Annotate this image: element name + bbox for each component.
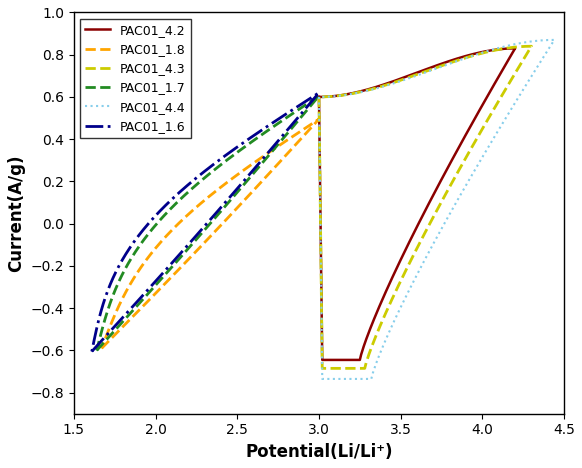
PAC01_1.7 xyxy=(172,260,179,266)
PAC01_1.8 xyxy=(295,139,302,144)
PAC01_1.6 xyxy=(190,177,197,183)
PAC01_4.2 xyxy=(315,94,322,100)
PAC01_1.6 xyxy=(88,349,95,354)
PAC01_1.8 xyxy=(98,345,105,351)
PAC01_1.8 xyxy=(205,194,212,199)
PAC01_1.6 xyxy=(315,90,322,95)
PAC01_4.3 xyxy=(500,90,507,95)
Legend: PAC01_4.2, PAC01_1.8, PAC01_4.3, PAC01_1.7, PAC01_4.4, PAC01_1.6: PAC01_4.2, PAC01_1.8, PAC01_4.3, PAC01_1… xyxy=(80,19,191,138)
PAC01_1.8 xyxy=(163,233,170,238)
Line: PAC01_4.2: PAC01_4.2 xyxy=(319,48,515,360)
Line: PAC01_1.7: PAC01_1.7 xyxy=(97,96,319,351)
PAC01_4.2 xyxy=(446,58,453,64)
PAC01_4.4 xyxy=(315,94,322,100)
PAC01_4.3 xyxy=(528,44,535,49)
PAC01_4.2 xyxy=(512,45,519,51)
PAC01_1.6 xyxy=(144,221,151,227)
PAC01_4.3 xyxy=(349,366,356,371)
PAC01_4.2 xyxy=(485,91,492,96)
PAC01_4.3 xyxy=(319,366,326,371)
PAC01_4.4 xyxy=(473,52,480,58)
PAC01_1.8 xyxy=(315,117,322,122)
PAC01_4.2 xyxy=(413,70,420,76)
Line: PAC01_4.3: PAC01_4.3 xyxy=(319,46,531,368)
PAC01_4.4 xyxy=(315,94,322,100)
PAC01_1.6 xyxy=(244,137,251,142)
PAC01_1.7 xyxy=(315,93,322,99)
PAC01_1.6 xyxy=(88,349,95,354)
PAC01_4.4 xyxy=(319,376,326,382)
PAC01_1.8 xyxy=(210,230,217,236)
Line: PAC01_1.8: PAC01_1.8 xyxy=(102,119,319,348)
PAC01_4.4 xyxy=(477,158,484,163)
PAC01_1.7 xyxy=(152,222,159,228)
PAC01_4.4 xyxy=(353,376,360,382)
PAC01_4.2 xyxy=(345,357,352,363)
PAC01_4.4 xyxy=(551,37,558,43)
Line: PAC01_1.6: PAC01_1.6 xyxy=(92,93,319,351)
PAC01_1.7 xyxy=(196,179,203,185)
PAC01_1.8 xyxy=(254,158,261,163)
PAC01_1.7 xyxy=(93,348,100,353)
PAC01_1.7 xyxy=(294,118,301,124)
PAC01_4.3 xyxy=(457,57,464,62)
PAC01_4.4 xyxy=(520,86,527,92)
PAC01_1.6 xyxy=(294,115,301,121)
PAC01_1.8 xyxy=(175,267,182,272)
PAC01_4.4 xyxy=(432,66,439,72)
X-axis label: Potential(Li/Li⁺): Potential(Li/Li⁺) xyxy=(245,443,393,461)
PAC01_4.3 xyxy=(419,70,426,75)
PAC01_4.4 xyxy=(431,66,438,72)
PAC01_1.7 xyxy=(93,348,100,353)
PAC01_1.7 xyxy=(208,219,215,225)
PAC01_4.3 xyxy=(421,69,428,74)
Y-axis label: Current(A/g): Current(A/g) xyxy=(7,154,25,272)
PAC01_4.2 xyxy=(411,71,418,76)
PAC01_1.6 xyxy=(205,219,212,224)
PAC01_4.2 xyxy=(315,94,322,100)
PAC01_1.8 xyxy=(98,345,105,351)
PAC01_1.7 xyxy=(248,139,255,145)
PAC01_1.6 xyxy=(169,260,176,265)
PAC01_4.3 xyxy=(461,158,468,163)
PAC01_4.3 xyxy=(315,94,322,100)
PAC01_4.3 xyxy=(315,94,322,100)
PAC01_4.2 xyxy=(449,156,456,162)
PAC01_4.2 xyxy=(319,357,326,363)
Line: PAC01_4.4: PAC01_4.4 xyxy=(319,40,554,379)
